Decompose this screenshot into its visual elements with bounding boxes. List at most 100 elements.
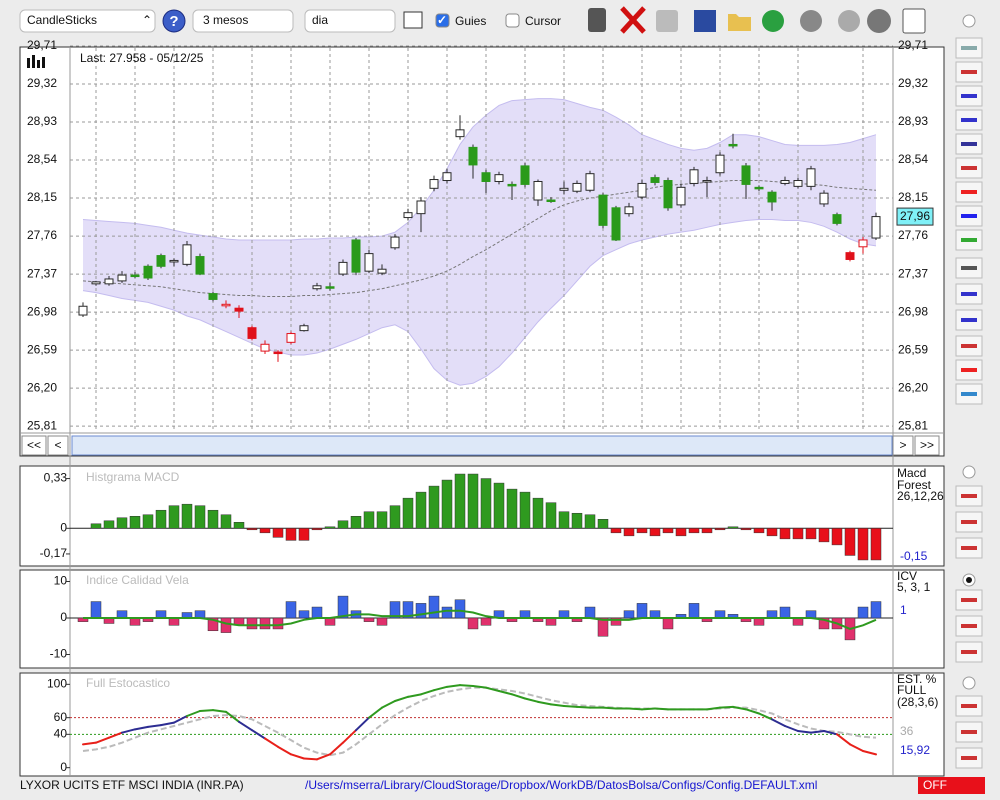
bar	[272, 528, 284, 538]
tool-glyph	[961, 520, 977, 524]
last-price-box	[896, 207, 934, 226]
nav-last[interactable]	[914, 435, 940, 456]
save-icon[interactable]	[694, 10, 716, 32]
trash-icon[interactable]	[588, 8, 606, 32]
bar	[441, 479, 453, 529]
bar	[675, 528, 687, 537]
bar	[220, 617, 232, 633]
candle-body	[494, 174, 504, 182]
candle-body	[559, 187, 569, 191]
stoch-k	[628, 707, 643, 711]
bar	[636, 528, 648, 534]
nav-last-label: >>	[920, 438, 934, 452]
stoch-k	[641, 707, 656, 711]
tool-glyph	[961, 238, 977, 242]
stoch-k	[394, 695, 409, 702]
bar	[623, 528, 635, 537]
bar	[298, 528, 310, 541]
stoch-k	[524, 697, 539, 703]
bar	[285, 601, 297, 619]
bar	[376, 511, 388, 529]
y-tick-label: 26,20	[898, 380, 928, 394]
interval-select[interactable]	[304, 9, 396, 33]
cursor-checkbox[interactable]	[505, 13, 520, 28]
bar	[571, 512, 583, 529]
radio[interactable]	[962, 14, 976, 28]
candle-body	[234, 307, 244, 312]
stoch-k	[108, 731, 123, 739]
delete-icon[interactable]	[620, 6, 646, 34]
check-mark: ✓	[437, 13, 447, 27]
stoch-k	[95, 736, 110, 744]
candle-body	[442, 172, 452, 182]
y-tick-label: 28,93	[27, 114, 57, 128]
bar	[662, 617, 674, 630]
tool-glyph	[961, 546, 977, 550]
bar	[194, 610, 206, 619]
sync-icon[interactable]	[800, 10, 822, 32]
stoch-k	[732, 705, 747, 711]
bar	[350, 515, 362, 529]
bar	[181, 503, 193, 529]
y-tick-label: 100	[47, 677, 67, 691]
stoch-k	[576, 705, 591, 709]
bar	[363, 617, 375, 622]
print-icon[interactable]	[656, 10, 678, 32]
status: OFF	[923, 778, 947, 792]
candle-body	[845, 252, 855, 260]
chart-type: CandleSticks	[27, 13, 97, 27]
tool-glyph	[961, 392, 977, 396]
bar	[623, 610, 635, 619]
candle-body	[871, 216, 881, 239]
stoch-k	[472, 685, 487, 689]
stoch-k	[225, 710, 240, 723]
nav-next-label: >	[899, 438, 906, 452]
help-button[interactable]	[162, 9, 186, 33]
guides-checkbox[interactable]	[435, 13, 450, 28]
chart-type-select[interactable]	[19, 9, 156, 33]
settings-icon[interactable]	[867, 9, 891, 33]
bar	[584, 606, 596, 619]
config-path[interactable]: /Users/mserra/Library/CloudStorage/Dropb…	[305, 778, 817, 792]
last-price: 27,96	[900, 209, 930, 223]
candle-body	[780, 180, 790, 184]
tool-glyph	[961, 318, 977, 322]
bar	[779, 528, 791, 540]
radio[interactable]	[962, 676, 976, 690]
bar	[610, 528, 622, 534]
bar	[90, 601, 102, 619]
period-select[interactable]	[192, 9, 294, 33]
stoch-k	[550, 703, 565, 707]
candle-body	[741, 165, 751, 185]
stoch-k	[381, 700, 396, 709]
calendar-icon[interactable]	[403, 11, 423, 29]
candle-body	[390, 236, 400, 249]
open-icon[interactable]	[728, 14, 751, 31]
bar	[129, 515, 141, 529]
nav-next[interactable]	[892, 435, 914, 456]
icv-last: 1	[900, 603, 907, 617]
calendar-17-icon[interactable]	[902, 8, 926, 34]
stoch-k	[849, 743, 864, 752]
icv-label: ICV	[897, 569, 917, 583]
bar	[467, 617, 479, 630]
bar	[610, 617, 622, 626]
bar	[818, 617, 830, 630]
bar	[870, 601, 882, 619]
candle-body	[689, 169, 699, 184]
stoch-title: Full Estocastico	[86, 676, 170, 690]
euro-icon[interactable]	[838, 10, 860, 32]
bar	[246, 528, 258, 531]
bar	[168, 617, 180, 626]
nav-first[interactable]	[21, 435, 47, 456]
macd-label: 26,12,26	[897, 489, 944, 503]
macd-last: -0,15	[900, 549, 928, 563]
y-tick-label: 0	[60, 610, 67, 624]
radio[interactable]	[962, 465, 976, 479]
candle-body	[273, 351, 283, 355]
y-tick-label: 28,54	[898, 152, 928, 166]
refresh-icon[interactable]	[762, 10, 784, 32]
nav-prev[interactable]	[47, 435, 69, 456]
tool-glyph	[961, 70, 977, 74]
